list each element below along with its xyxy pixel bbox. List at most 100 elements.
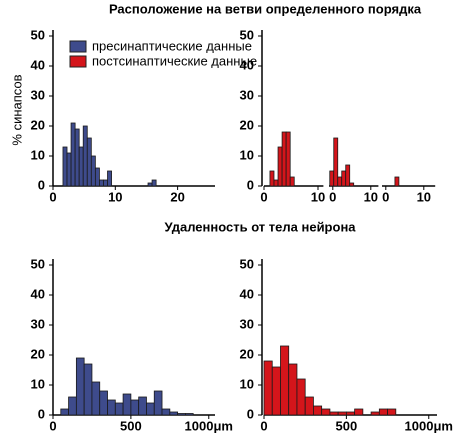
bar	[91, 381, 101, 416]
bar	[321, 408, 331, 416]
y-axis-label: % синапсов	[9, 74, 24, 145]
bar	[304, 396, 314, 416]
x-tick-label: 0	[329, 189, 336, 204]
bar	[281, 131, 287, 187]
y-tick-label: 30	[240, 316, 254, 331]
bar	[269, 170, 275, 187]
bar	[70, 122, 76, 187]
y-tick-label: 30	[31, 87, 45, 102]
y-tick-label: 50	[31, 27, 45, 42]
y-tick-label: 40	[240, 57, 254, 72]
bar	[107, 170, 112, 187]
bar	[271, 366, 281, 416]
legend-swatch	[69, 40, 87, 53]
bar	[296, 378, 306, 416]
bar	[288, 363, 298, 416]
bar	[337, 411, 347, 416]
bar	[62, 146, 68, 187]
y-tick-label: 10	[31, 147, 45, 162]
y-tick-label: 20	[31, 117, 45, 132]
bar	[277, 146, 283, 187]
bar	[99, 390, 108, 416]
x-tick-label: 10	[364, 189, 378, 204]
figure-title: Расположение на ветви определенного поря…	[109, 1, 422, 16]
bar	[354, 408, 364, 416]
y-tick-label: 30	[240, 87, 254, 102]
bar	[349, 182, 355, 187]
bar	[147, 182, 153, 187]
x-tick-label: 0	[49, 418, 56, 433]
y-tick-label: 50	[31, 256, 45, 271]
bar	[280, 345, 290, 416]
y-tick-label: 40	[31, 57, 45, 72]
y-tick-label: 50	[240, 27, 254, 42]
x-tick-label: 500	[120, 418, 142, 433]
bar	[83, 363, 93, 416]
bar	[151, 179, 157, 187]
bar	[329, 170, 335, 187]
y-tick-label: 0	[247, 177, 254, 192]
bar	[345, 411, 356, 416]
bar	[169, 411, 179, 416]
x-tick-label: 0	[260, 418, 267, 433]
bar	[138, 396, 147, 416]
legend-label: постсинаптические данные	[92, 53, 257, 68]
bar	[341, 170, 347, 187]
bar	[103, 179, 108, 187]
y-tick-label: 0	[38, 406, 45, 421]
y-tick-label: 20	[31, 346, 45, 361]
x-tick-label: 0	[49, 189, 56, 204]
x-tick-label: 1000μm	[185, 418, 233, 433]
x-tick-label: 20	[170, 189, 184, 204]
bar	[146, 402, 155, 416]
bar	[114, 402, 124, 416]
bar	[345, 164, 351, 187]
bar	[285, 131, 291, 187]
legend-swatch	[69, 55, 87, 68]
bar	[82, 125, 88, 187]
bar	[177, 413, 186, 416]
bar	[337, 176, 343, 187]
bar	[378, 408, 388, 416]
y-tick-label: 0	[38, 177, 45, 192]
bar	[289, 176, 295, 187]
bar	[387, 408, 397, 416]
x-tick-label: 10	[108, 189, 122, 204]
x-tick-label: 10	[417, 189, 431, 204]
bar	[74, 128, 80, 187]
bar	[107, 399, 116, 416]
x-tick-label: 0	[382, 189, 389, 204]
bar	[60, 408, 69, 416]
bar	[122, 393, 132, 416]
bar	[130, 399, 140, 416]
y-tick-label: 40	[240, 286, 254, 301]
bar	[68, 396, 77, 416]
y-tick-label: 10	[240, 147, 254, 162]
legend-label: пресинаптические данные	[92, 38, 252, 53]
bar	[153, 390, 163, 416]
bar	[75, 357, 85, 416]
bar	[66, 152, 72, 187]
bar	[313, 405, 323, 416]
y-tick-label: 0	[247, 406, 254, 421]
bar	[99, 179, 104, 187]
y-tick-label: 10	[240, 376, 254, 391]
x-tick-label: 10	[311, 189, 325, 204]
y-tick-label: 30	[31, 316, 45, 331]
bar	[333, 137, 339, 187]
y-tick-label: 20	[240, 117, 254, 132]
bar	[78, 146, 84, 187]
y-tick-label: 10	[31, 376, 45, 391]
x-tick-label: 500	[336, 418, 358, 433]
bar	[86, 137, 92, 187]
y-tick-label: 20	[240, 346, 254, 361]
bar	[90, 155, 96, 187]
bar	[329, 411, 339, 416]
bar	[273, 179, 279, 187]
bar	[370, 411, 380, 416]
x-tick-label: 0	[260, 189, 267, 204]
bar	[185, 413, 194, 416]
bar	[94, 167, 100, 187]
y-tick-label: 50	[240, 256, 254, 271]
